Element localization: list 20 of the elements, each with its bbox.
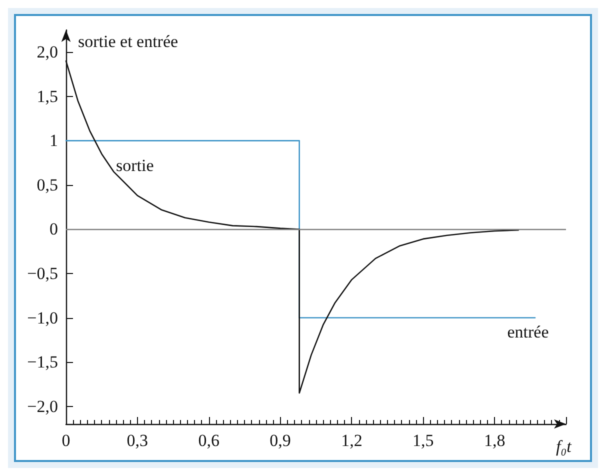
x-tick-label: 0 — [62, 431, 70, 450]
y-tick-label: 0,5 — [36, 175, 58, 194]
x-tick-label: 1,2 — [341, 431, 362, 450]
x-tick-label: 1,8 — [484, 431, 506, 450]
y-tick-label: 1,5 — [36, 86, 58, 106]
annotation: sortie — [116, 156, 154, 175]
y-tick-label: 0 — [50, 220, 58, 239]
y-tick-label: 2,0 — [36, 42, 58, 62]
x-tick-label: 0,9 — [270, 431, 291, 450]
y-tick-label: −0,5 — [27, 264, 58, 283]
x-tick-label: 1,5 — [412, 431, 434, 450]
y-tick-label: −1,5 — [27, 352, 58, 372]
annotation: entrée — [507, 322, 549, 342]
x-tick-label: 0,3 — [126, 431, 148, 450]
y-tick-label: −1,0 — [27, 308, 58, 328]
x-tick-label: 0,6 — [198, 431, 220, 450]
x-axis-title: f₀t — [556, 437, 573, 456]
y-axis-title: sortie et entrée — [78, 32, 178, 51]
y-tick-label: 1 — [50, 131, 58, 150]
y-tick-label: −2,0 — [27, 396, 58, 416]
